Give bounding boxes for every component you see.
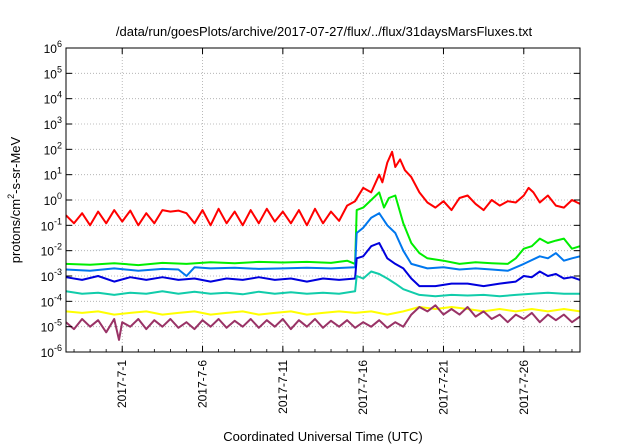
series-line-2 [65,191,581,267]
y-tick-label: 102 [44,140,62,157]
y-tick-label: 10-1 [41,216,62,233]
grid-lines [66,48,580,352]
x-axis-label: Coordinated Universal Time (UTC) [223,429,422,444]
y-tick-label: 10-2 [41,242,62,259]
series-line-1 [65,150,581,227]
series-line-7 [65,304,581,341]
series-line-4 [65,242,581,288]
y-tick-label: 10-5 [41,318,62,335]
x-tick-label: 2017-7-11 [276,360,290,414]
y-tick-label: 101 [44,166,62,183]
x-tick-label: 2017-7-21 [436,360,450,415]
plot-frame [65,47,581,353]
y-axis-label: protons/cm2-s-sr-MeV [6,136,23,263]
series-line-6 [65,306,581,316]
x-tick-labels: 2017-7-1 2017-7-6 2017-7-11 2017-7-16 2017-7… [115,360,531,415]
y-tick-label: 10-6 [41,343,62,360]
series-line-5 [65,270,580,298]
chart-title: /data/run/goesPlots/archive/2017-07-27/f… [116,24,533,39]
x-tick-label: 2017-7-1 [115,360,129,408]
series-line-3 [65,212,581,277]
y-tick-label: 10-3 [41,267,62,284]
y-tick-label: 105 [44,64,62,81]
y-tick-label: 100 [44,191,62,208]
axis-ticks [66,47,580,353]
y-tick-label: 106 [44,39,62,56]
x-tick-label: 2017-7-16 [356,360,370,415]
y-tick-labels: 10-6 10-5 10-4 10-3 10-2 10-1 100 101 102 103 104 1… [41,39,62,360]
y-tick-label: 10-4 [41,292,62,309]
x-tick-label: 2017-7-26 [517,360,531,415]
series-lines [65,150,581,341]
y-tick-label: 103 [44,115,62,132]
y-tick-label: 104 [44,90,62,107]
x-tick-label: 2017-7-6 [196,360,210,408]
